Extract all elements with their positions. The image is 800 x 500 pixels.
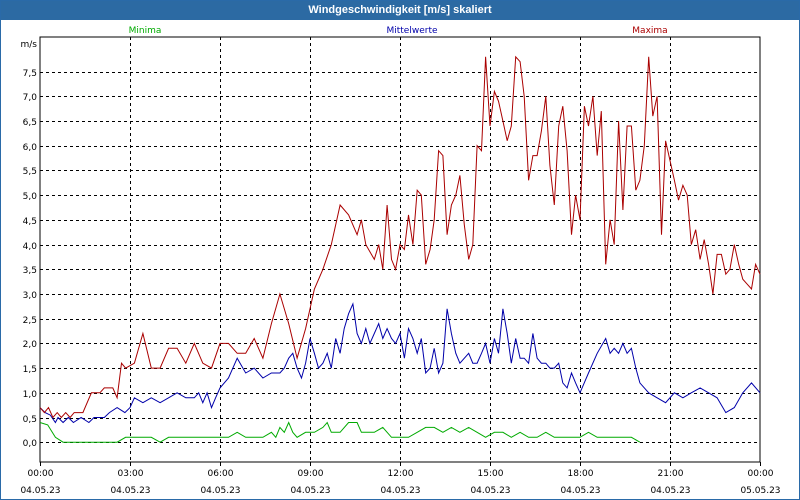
legend-maxima: Maxima [632,26,667,36]
x-tick-date: 04.05.23 [560,486,600,496]
x-tick-date: 05.05.23 [740,486,780,496]
y-tick-label: 6,0 [23,143,38,153]
y-tick-label: 0,5 [23,415,37,425]
y-tick-label: 2,5 [23,316,37,326]
legend-mittelwerte: Mittelwerte [386,26,437,36]
y-tick-label: 4,5 [23,217,37,227]
series-lines [39,55,761,443]
x-tick-date: 04.05.23 [470,486,510,496]
x-tick-time: 03:00 [118,469,144,479]
y-tick-label: 3,5 [23,266,37,276]
x-tick-date: 04.05.23 [380,486,420,496]
y-tick-label: 3,0 [23,291,38,301]
x-tick-time: 18:00 [568,469,594,479]
y-tick-label: 5,0 [23,192,38,202]
x-tick-time: 00:00 [748,469,774,479]
legend-minima: Minima [129,26,162,36]
y-axis-label: m/s [21,40,38,50]
chart-title: Windgeschwindigkeit [m/s] skaliert [1,1,799,20]
y-tick-label: 1,5 [23,365,37,375]
axes: 0,0 0,5 1,0 1,5 2,0 2,5 3,0 3,5 4,0 4,5 5,0 5,5 6,0 6… [20,40,780,496]
x-tick-time: 21:00 [658,469,684,479]
legend: Minima Mittelwerte Maxima [129,26,668,36]
series-line-maxima [39,55,761,419]
x-tick-date: 04.05.23 [110,486,150,496]
x-tick-time: 00:00 [28,469,54,479]
y-tick-label: 7,0 [23,93,38,103]
y-tick-label: 2,0 [23,340,38,350]
y-tick-label: 5,5 [23,167,37,177]
x-tick-date: 04.05.23 [290,486,330,496]
y-tick-label: 4,0 [23,242,38,252]
x-tick-time: 09:00 [298,469,324,479]
series-line-minima [39,421,641,443]
y-tick-label: 0,0 [23,439,38,449]
x-tick-time: 12:00 [388,469,414,479]
x-tick-time: 06:00 [208,469,234,479]
x-tick-date: 04.05.23 [200,486,240,496]
series-line-mittelwerte [39,302,761,424]
y-tick-label: 6,5 [23,118,37,128]
y-tick-label: 1,0 [23,390,38,400]
x-tick-time: 15:00 [478,469,504,479]
x-tick-date: 04.05.23 [650,486,690,496]
y-tick-label: 7,5 [23,69,37,79]
x-tick-date: 04.05.23 [20,486,60,496]
